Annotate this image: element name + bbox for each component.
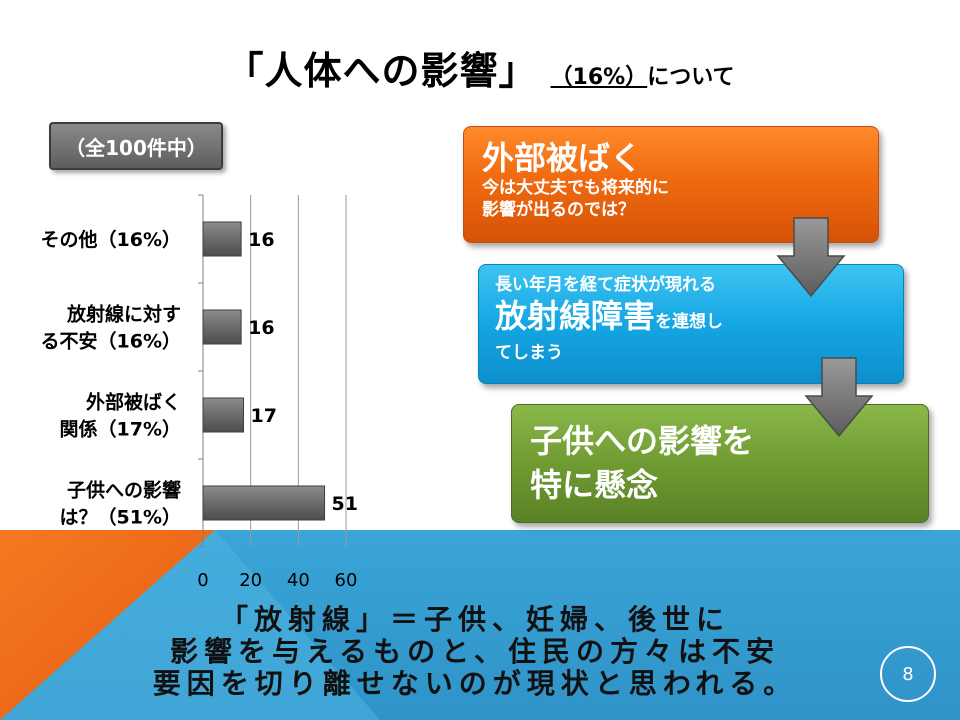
category-label: 子供への影響 [67, 479, 181, 502]
x-tick-label: 20 [239, 570, 262, 591]
x-tick-label: 0 [197, 570, 208, 591]
flow-box3-line2: 特に懸念 [530, 466, 659, 504]
flow-box2-line2: 放射線障害を連想し [495, 297, 887, 341]
chart-axis [198, 194, 204, 548]
orange-triangle-decoration [0, 530, 380, 720]
data-label: 16 [248, 317, 274, 339]
flow-box1-heading: 外部被ばく [482, 139, 643, 177]
category-label: 放射線に対す [66, 303, 181, 326]
flow-box3-line1: 子供への影響を [530, 422, 755, 460]
conclusion-line1: 「放射線」＝子供、妊婦、後世に [219, 603, 730, 636]
category-label: は？（51%） [60, 506, 181, 529]
flow-box1-sub1: 今は大丈夫でも将来的に [482, 178, 669, 198]
title-percent: （16%） [550, 65, 648, 90]
conclusion-text: 「放射線」＝子供、妊婦、後世に 影響を与えるものと、住民の方々は不安 要因を切り… [130, 604, 820, 700]
flow-box-child-concern: 子供への影響を 特に懸念 [511, 404, 929, 523]
bar [202, 397, 245, 433]
flow-box2-small: を連想し [655, 312, 724, 332]
title-suffix: について [647, 65, 735, 90]
bar [202, 309, 242, 345]
flow-box1-sub2: 影響が出るのでは？ [482, 200, 635, 220]
chart-bars [202, 221, 326, 521]
category-label: 外部被ばく [86, 391, 181, 414]
flow-box2-line1: 長い年月を経て症状が現れる [495, 275, 716, 295]
page-number: 8 [880, 646, 936, 702]
data-label: 51 [332, 493, 358, 515]
conclusion-line3: 要因を切り離せないのが現状と思われる。 [152, 667, 798, 700]
x-tick-label: 40 [287, 570, 310, 591]
total-count-badge: （全100件中） [49, 122, 223, 170]
category-label: る不安（16%） [41, 330, 181, 353]
down-arrow-icon [776, 217, 846, 298]
bar [202, 485, 326, 521]
category-label: 関係（17%） [60, 418, 181, 441]
down-arrow-icon [804, 357, 874, 438]
title-main: 「人体への影響」 [225, 49, 538, 93]
category-label: その他（16%） [41, 228, 181, 251]
flow-box2-emphasis: 放射線障害 [495, 297, 656, 335]
data-label: 17 [251, 405, 277, 427]
conclusion-line2: 影響を与えるものと、住民の方々は不安 [169, 635, 781, 668]
flow-box2-line3: てしまう [495, 343, 563, 363]
x-tick-label: 60 [335, 570, 358, 591]
slide-title: 「人体への影響」 （16%）について [0, 40, 960, 95]
bar [202, 221, 242, 257]
data-label: 16 [248, 229, 274, 251]
